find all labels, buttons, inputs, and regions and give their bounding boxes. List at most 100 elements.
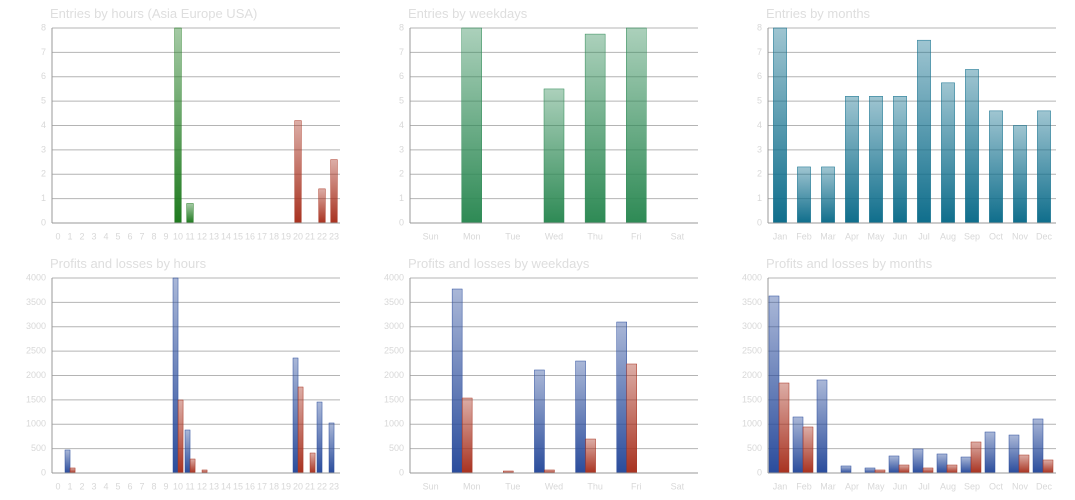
y-tick-label: 1 [757,193,762,203]
x-tick-label: Sat [671,231,685,241]
bar [318,188,326,224]
chart-title: Profits and losses by hours [50,256,207,271]
y-tick-label: 3500 [26,297,46,307]
bar [177,399,184,474]
bar [584,33,606,224]
y-tick-label: 7 [757,47,762,57]
y-tick-label: 1000 [26,419,46,429]
x-tick-label: Sun [423,481,439,491]
y-tick-label: 0 [757,467,762,477]
bar [626,363,637,474]
bar [534,369,545,474]
bar [898,464,910,474]
x-tick-label: 23 [329,481,339,491]
x-tick-label: 7 [139,481,144,491]
x-tick-label: 22 [317,481,327,491]
y-tick-label: 3500 [384,297,404,307]
x-tick-label: Tue [505,481,520,491]
bar [773,27,787,224]
y-tick-label: 1 [399,193,404,203]
bar [316,401,323,474]
x-tick-label: Apr [845,231,859,241]
bar [989,110,1003,224]
x-tick-label: 11 [185,481,194,491]
x-tick-label: Mon [463,481,481,491]
x-tick-label: 8 [151,231,156,241]
x-tick-label: 12 [197,231,207,241]
x-tick-label: Dec [1036,481,1053,491]
y-tick-label: 3 [41,144,46,154]
x-tick-label: 18 [269,481,279,491]
x-tick-label: 17 [257,481,267,491]
bar [984,431,996,474]
y-tick-label: 3 [757,144,762,154]
y-tick-label: 1500 [742,394,762,404]
y-tick-label: 6 [41,71,46,81]
y-tick-label: 4000 [742,272,762,282]
bar [1042,459,1054,474]
x-tick-label: 10 [173,481,183,491]
x-tick-label: 1 [67,481,72,491]
bar [845,96,859,224]
x-tick-label: Fri [631,481,642,491]
x-tick-label: Mar [820,231,836,241]
y-tick-label: 8 [757,22,762,32]
bar [461,27,482,224]
x-tick-label: Wed [545,231,563,241]
bar [575,360,586,474]
chart-title: Entries by months [766,6,871,21]
y-tick-label: 2000 [26,370,46,380]
y-tick-label: 4000 [384,272,404,282]
x-tick-label: Apr [845,481,859,491]
bar [292,357,299,474]
x-tick-label: 15 [233,231,243,241]
y-tick-label: 1000 [742,419,762,429]
x-tick-label: 5 [115,481,120,491]
bar [172,277,179,474]
x-tick-label: Aug [940,481,956,491]
bar [821,166,835,224]
x-tick-label: 0 [55,231,60,241]
y-tick-label: 1500 [384,394,404,404]
y-tick-label: 2500 [742,346,762,356]
x-tick-label: 12 [197,481,207,491]
y-tick-label: 4 [41,120,46,130]
bar [328,422,335,474]
y-tick-label: 1500 [26,394,46,404]
x-tick-label: Tue [505,231,520,241]
x-tick-label: May [867,231,885,241]
x-tick-label: 16 [245,481,255,491]
x-tick-label: 17 [257,231,267,241]
x-tick-label: 3 [91,481,96,491]
bar [970,441,982,474]
x-tick-label: 13 [209,231,219,241]
x-tick-label: Sat [671,481,685,491]
y-tick-label: 3 [399,144,404,154]
y-tick-label: 3000 [742,321,762,331]
chart-title: Profits and losses by weekdays [408,256,590,271]
bar [189,458,196,474]
x-tick-label: 10 [173,231,183,241]
x-tick-label: Jun [893,481,908,491]
x-tick-label: 9 [163,481,168,491]
x-tick-label: 11 [185,231,194,241]
bar [174,27,182,224]
y-tick-label: 6 [757,71,762,81]
bar [1013,125,1027,224]
y-tick-label: 5 [399,96,404,106]
x-tick-label: 2 [79,231,84,241]
bar [893,96,907,224]
y-tick-label: 2500 [26,346,46,356]
bar [1008,434,1020,474]
x-tick-label: Oct [989,231,1004,241]
x-tick-label: 1 [67,231,72,241]
x-tick-label: 3 [91,231,96,241]
y-tick-label: 2 [399,169,404,179]
bar [1018,454,1030,474]
bar [960,456,972,474]
bar [792,416,804,474]
x-tick-label: 0 [55,481,60,491]
x-tick-label: Mar [820,481,836,491]
x-tick-label: Jul [918,231,930,241]
bar [294,120,302,224]
